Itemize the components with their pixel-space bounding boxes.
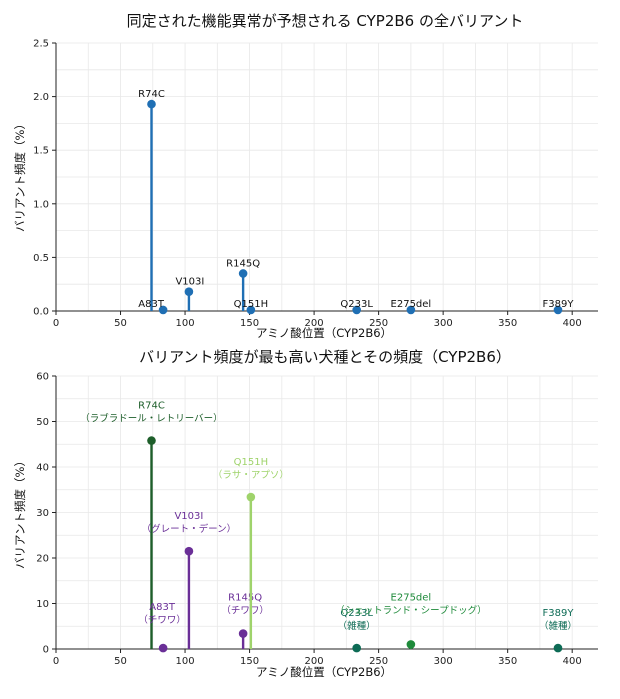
point-label-r145q: R145Q bbox=[226, 258, 260, 269]
point-r145q[interactable] bbox=[238, 269, 248, 278]
x-tick-label: 150 bbox=[240, 318, 259, 329]
y-axis-label: バリアント頻度（%） bbox=[13, 118, 27, 232]
y-tick-label: 0 bbox=[43, 645, 49, 656]
point-f389y[interactable] bbox=[553, 643, 563, 653]
y-tick-label: 0.5 bbox=[33, 253, 49, 264]
y-tick-label: 40 bbox=[36, 463, 49, 474]
point-r74c[interactable] bbox=[147, 99, 156, 109]
x-tick-label: 200 bbox=[305, 656, 324, 667]
x-tick-label: 150 bbox=[240, 656, 259, 667]
point-e275del[interactable] bbox=[406, 640, 416, 649]
point-a83t[interactable] bbox=[158, 305, 168, 315]
x-tick-label: 0 bbox=[53, 318, 59, 329]
point-e275del[interactable] bbox=[406, 305, 416, 315]
point-label-e275del: E275del bbox=[391, 299, 432, 310]
point-q233l[interactable] bbox=[352, 305, 361, 315]
point-v103i[interactable] bbox=[184, 546, 194, 556]
chart-top: 同定された機能異常が予想される CYP2B6 の全バリアント 0 50 100 150… bbox=[13, 12, 598, 340]
point-label-q151h: Q151H bbox=[234, 457, 268, 468]
point-label-a83t: A83T bbox=[149, 602, 176, 613]
x-tick-label: 100 bbox=[176, 318, 195, 329]
breed-label-f389y: （雑種） bbox=[539, 620, 577, 632]
chart-title: 同定された機能異常が予想される CYP2B6 の全バリアント bbox=[127, 12, 524, 30]
y-tick-label: 30 bbox=[36, 508, 49, 519]
point-r74c[interactable] bbox=[147, 436, 156, 445]
x-axis-label: アミノ酸位置（CYP2B6） bbox=[256, 326, 392, 340]
grid bbox=[55, 42, 598, 312]
chart-title: バリアント頻度が最も高い犬種とその頻度（CYP2B6） bbox=[139, 348, 511, 366]
point-label-q233l: Q233L bbox=[340, 608, 373, 619]
data-marks: R74C A83T V103I R145Q Q151H Q233L E275del F389Y bbox=[138, 89, 575, 315]
y-ticks: 0 10 20 30 40 50 60 bbox=[36, 372, 56, 656]
point-label-q151h: Q151H bbox=[234, 299, 268, 310]
breed-label-r74c: （ラブラドール・レトリーバー） bbox=[80, 413, 222, 425]
point-label-e275del: E275del bbox=[391, 592, 432, 603]
point-label-r74c: R74C bbox=[138, 401, 165, 412]
point-a83t[interactable] bbox=[158, 643, 168, 653]
x-tick-label: 200 bbox=[305, 318, 324, 329]
point-q151h[interactable] bbox=[246, 305, 256, 315]
point-label-f389y: F389Y bbox=[543, 299, 575, 310]
x-tick-label: 50 bbox=[114, 318, 127, 329]
x-tick-label: 400 bbox=[563, 656, 582, 667]
y-tick-label: 10 bbox=[36, 599, 49, 610]
point-v103i[interactable] bbox=[184, 287, 194, 297]
y-axis-label: バリアント頻度（%） bbox=[13, 455, 27, 569]
point-label-a83t: A83T bbox=[138, 299, 165, 310]
x-axis-label: アミノ酸位置（CYP2B6） bbox=[256, 665, 392, 679]
point-label-q233l: Q233L bbox=[340, 299, 373, 310]
chart-bottom: バリアント頻度が最も高い犬種とその頻度（CYP2B6） 0 50 100 150 200… bbox=[13, 348, 598, 679]
breed-label-q151h: （ラサ・アプソ） bbox=[213, 469, 289, 481]
breed-label-q233l: （雑種） bbox=[338, 620, 376, 632]
x-tick-label: 0 bbox=[53, 656, 59, 667]
y-tick-label: 20 bbox=[36, 554, 49, 565]
x-tick-label: 300 bbox=[434, 318, 453, 329]
y-tick-label: 2.0 bbox=[33, 92, 49, 103]
x-tick-label: 250 bbox=[369, 318, 388, 329]
point-f389y[interactable] bbox=[553, 305, 563, 315]
breed-label-v103i: （グレート・デーン） bbox=[142, 523, 237, 535]
y-ticks: 0.0 0.5 1.0 1.5 2.0 2.5 bbox=[33, 39, 56, 318]
point-label-r74c: R74C bbox=[138, 89, 165, 100]
x-tick-label: 350 bbox=[498, 318, 517, 329]
y-tick-label: 1.0 bbox=[33, 199, 49, 210]
y-tick-label: 60 bbox=[36, 372, 49, 383]
y-tick-label: 2.5 bbox=[33, 39, 49, 50]
point-r145q[interactable] bbox=[238, 629, 248, 638]
x-tick-label: 350 bbox=[498, 656, 517, 667]
data-marks: R74C（ラブラドール・レトリーバー）A83T（チワワ）V103I（グレート・デ… bbox=[80, 401, 577, 653]
x-tick-label: 100 bbox=[176, 656, 195, 667]
breed-label-a83t: （チワワ） bbox=[138, 614, 186, 626]
y-tick-label: 0.0 bbox=[33, 307, 49, 318]
point-label-v103i: V103I bbox=[174, 511, 203, 522]
point-q233l[interactable] bbox=[352, 643, 361, 653]
breed-label-r145q: （チワワ） bbox=[221, 605, 269, 617]
breed-label-e275del: （シェットランド・シープドッグ） bbox=[335, 604, 486, 616]
y-tick-label: 50 bbox=[36, 417, 49, 428]
x-tick-label: 400 bbox=[563, 318, 582, 329]
point-label-f389y: F389Y bbox=[543, 608, 575, 619]
x-tick-label: 300 bbox=[434, 656, 453, 667]
x-tick-label: 250 bbox=[369, 656, 388, 667]
point-q151h[interactable] bbox=[246, 492, 256, 502]
point-label-v103i: V103I bbox=[175, 277, 204, 288]
grid bbox=[55, 375, 598, 650]
x-tick-label: 50 bbox=[114, 656, 127, 667]
point-label-r145q: R145Q bbox=[228, 593, 262, 604]
x-ticks: 0 50 100 150 200 250 300 350 400 bbox=[53, 311, 582, 329]
y-tick-label: 1.5 bbox=[33, 146, 49, 157]
x-ticks: 0 50 100 150 200 250 300 350 400 bbox=[53, 649, 582, 667]
